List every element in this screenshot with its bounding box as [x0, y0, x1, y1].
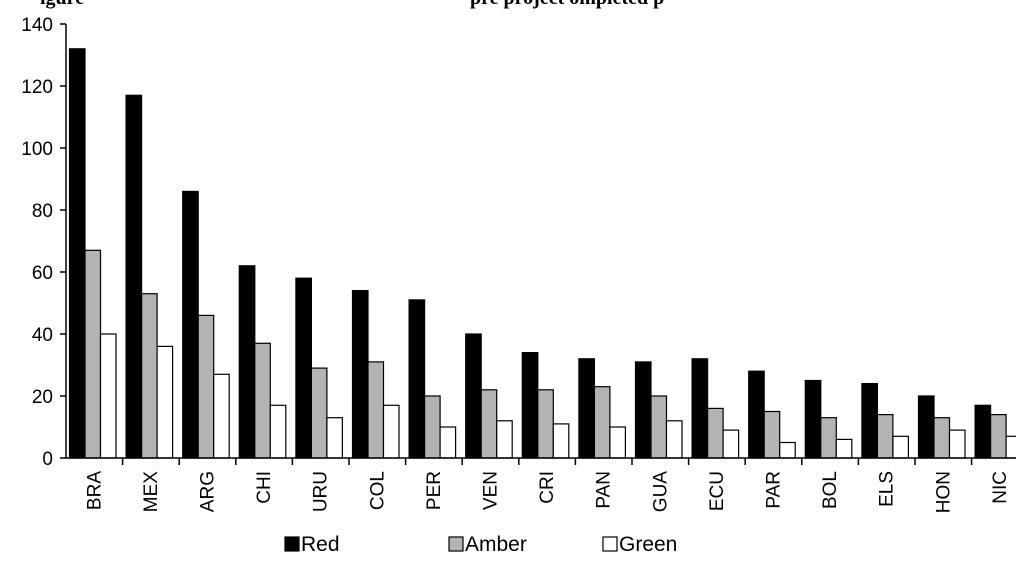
bar-red-cri	[521, 352, 539, 459]
legend-swatch-red	[284, 536, 300, 552]
bar-green-gua	[665, 420, 683, 459]
x-axis: BRA MEX ARG CHI URU COL PER VEN CRI PAN GUA ECU PAR B…	[66, 457, 1016, 513]
bar-green-els	[892, 435, 910, 459]
bar-green-col	[382, 404, 400, 459]
bar-amber-col	[367, 361, 385, 459]
y-axis: 0 20 40 60 80 100 120 140	[21, 15, 67, 470]
legend: Red Amber Green	[284, 533, 677, 556]
x-category-label: PAN	[594, 471, 615, 509]
bar-green-mex	[156, 345, 174, 459]
bar-red-gua	[634, 361, 652, 459]
y-tick-label: 20	[32, 387, 53, 408]
bar-green-ecu	[722, 429, 740, 459]
bar-red-pan	[578, 358, 596, 459]
x-category-label: VEN	[481, 471, 502, 510]
y-tick-label: 120	[21, 77, 53, 98]
x-category-label: CHI	[254, 471, 275, 504]
bar-green-par	[779, 441, 796, 459]
x-category-label: PER	[424, 471, 445, 510]
legend-label-amber: Amber	[465, 533, 527, 556]
bar-amber-bra	[84, 249, 102, 459]
x-category-label: ECU	[707, 471, 728, 511]
bar-green-arg	[213, 373, 230, 459]
bar-amber-mex	[141, 293, 158, 459]
bar-amber-uru	[310, 367, 328, 459]
bar-amber-arg	[197, 314, 215, 459]
legend-swatch-amber	[448, 536, 464, 552]
bar-red-els	[861, 383, 879, 459]
bar-amber-cri	[537, 389, 554, 459]
y-tick-label: 0	[42, 449, 53, 470]
y-tick-label: 100	[21, 139, 53, 160]
y-tick-label: 40	[32, 325, 53, 346]
x-category-label: ARG	[198, 471, 219, 512]
x-category-label: NIC	[990, 471, 1011, 504]
x-category-label: BOL	[820, 471, 841, 509]
x-category-label: COL	[367, 471, 388, 510]
bar-red-per	[408, 299, 426, 459]
legend-label-red: Red	[301, 533, 340, 556]
bar-red-nic	[974, 404, 992, 459]
bar-amber-els	[876, 414, 894, 459]
bar-green-pan	[609, 426, 627, 459]
bar-red-hon	[917, 395, 935, 459]
bar-amber-ven	[480, 389, 498, 459]
bar-amber-hon	[933, 417, 951, 459]
bar-green-uru	[326, 417, 343, 459]
chart-title: igure	[40, 0, 84, 9]
bar-red-bol	[804, 379, 822, 459]
bar-green-hon	[948, 429, 966, 459]
bar-red-uru	[295, 277, 312, 459]
x-category-label: URU	[311, 471, 332, 512]
chart-title-partial: igure pre project ompleted p	[40, 0, 664, 9]
x-category-label: ELS	[877, 471, 898, 507]
x-category-label: PAR	[764, 471, 785, 509]
x-category-label: MEX	[141, 471, 162, 513]
bar-green-bol	[835, 438, 853, 459]
legend-swatch-green	[602, 536, 618, 552]
legend-label-green: Green	[619, 533, 677, 556]
chart-title-suffix: pre project ompleted p	[470, 0, 664, 9]
x-category-label: GUA	[650, 471, 671, 513]
x-category-label: CRI	[537, 471, 558, 504]
bar-green-ven	[496, 420, 513, 459]
bar-amber-gua	[650, 395, 668, 459]
bar-red-ecu	[691, 358, 709, 459]
bars-group	[68, 48, 1016, 459]
y-tick-label: 60	[32, 263, 53, 284]
bar-amber-bol	[820, 417, 837, 459]
bar-green-chi	[269, 404, 287, 459]
bar-green-nic	[1005, 435, 1016, 459]
bar-green-cri	[552, 423, 570, 459]
bar-amber-par	[763, 410, 781, 459]
bar-red-chi	[238, 265, 256, 459]
bar-amber-per	[424, 395, 441, 459]
bar-amber-chi	[254, 342, 271, 459]
x-category-label: HON	[933, 471, 954, 513]
bar-green-per	[439, 426, 457, 459]
bar-amber-nic	[989, 414, 1007, 459]
bar-red-arg	[182, 190, 199, 459]
x-category-label: BRA	[84, 471, 105, 510]
bar-red-mex	[125, 94, 143, 459]
y-tick-label: 80	[32, 201, 53, 222]
y-tick-label: 140	[21, 15, 53, 36]
bar-amber-pan	[593, 386, 611, 459]
bar-green-bra	[99, 333, 117, 459]
bar-red-ven	[465, 333, 482, 459]
bar-red-par	[748, 370, 765, 459]
bar-red-bra	[68, 48, 86, 459]
bar-red-col	[351, 290, 369, 459]
bar-amber-ecu	[706, 407, 724, 459]
